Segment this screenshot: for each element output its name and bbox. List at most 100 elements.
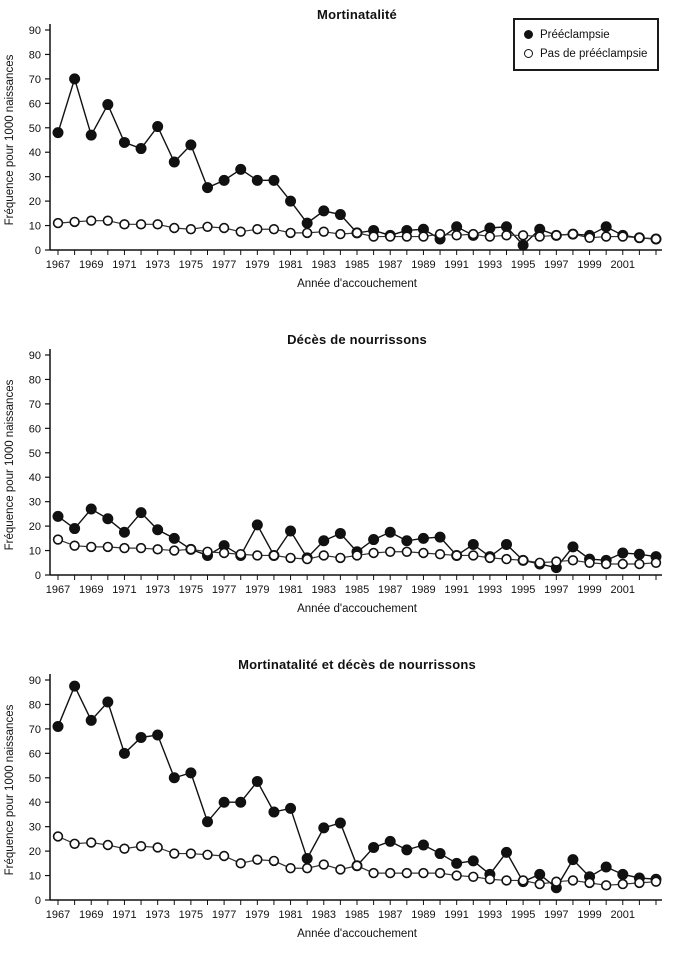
marker-preeclampsie <box>185 139 197 151</box>
marker-pas-de-preeclampsie <box>634 558 645 570</box>
y-tick-label: 0 <box>35 570 41 582</box>
marker-preeclampsie <box>85 129 97 141</box>
marker-pas-de-preeclampsie <box>517 555 529 566</box>
marker-pas-de-preeclampsie <box>517 875 529 886</box>
marker-preeclampsie <box>69 73 81 85</box>
x-tick-label: 1969 <box>79 259 103 271</box>
marker-pas-de-preeclampsie <box>385 546 396 557</box>
marker-pas-de-preeclampsie <box>252 224 263 235</box>
marker-pas-de-preeclampsie <box>451 870 462 881</box>
x-tick-label: 1985 <box>345 259 369 271</box>
marker-pas-de-preeclampsie <box>152 219 163 230</box>
marker-pas-de-preeclampsie <box>119 542 130 554</box>
marker-pas-de-preeclampsie <box>567 228 579 240</box>
marker-pas-de-preeclampsie <box>202 546 213 557</box>
marker-pas-de-preeclampsie <box>52 534 64 545</box>
marker-pas-de-preeclampsie <box>169 222 180 234</box>
x-tick-label: 1979 <box>245 909 269 921</box>
marker-pas-de-preeclampsie <box>218 547 230 559</box>
x-axis-label: Année d'accouchement <box>297 603 417 615</box>
marker-preeclampsie <box>218 174 230 186</box>
marker-preeclampsie <box>135 143 147 155</box>
x-tick-label: 1967 <box>46 259 70 271</box>
marker-preeclampsie <box>118 747 130 759</box>
marker-pas-de-preeclampsie <box>650 233 662 245</box>
marker-preeclampsie <box>168 772 180 784</box>
marker-pas-de-preeclampsie <box>385 231 396 242</box>
marker-preeclampsie <box>417 839 429 851</box>
marker-pas-de-preeclampsie <box>152 544 163 555</box>
marker-preeclampsie <box>501 538 512 550</box>
chart-title: Décès de nourrissons <box>287 332 427 347</box>
y-tick-label: 60 <box>29 98 41 110</box>
marker-pas-de-preeclampsie <box>268 855 280 867</box>
marker-preeclampsie <box>368 841 380 853</box>
marker-pas-de-preeclampsie <box>169 848 180 859</box>
x-tick-label: 1995 <box>511 909 535 921</box>
filled-circle-icon <box>524 30 533 39</box>
marker-preeclampsie <box>251 775 263 787</box>
marker-preeclampsie <box>52 720 64 732</box>
y-tick-label: 0 <box>35 245 41 257</box>
marker-pas-de-preeclampsie <box>86 837 97 848</box>
marker-pas-de-preeclampsie <box>434 228 446 240</box>
marker-pas-de-preeclampsie <box>318 550 329 561</box>
marker-pas-de-preeclampsie <box>301 863 313 874</box>
marker-pas-de-preeclampsie <box>617 231 628 242</box>
marker-pas-de-preeclampsie <box>52 217 64 229</box>
chart-panel-mortinatalite: 0 10 20 30 40 50 60 70 80 90 1967 1969 1971 1973 1975 1… <box>0 0 675 325</box>
legend-item-pas-de-preeclampsie: Pas de prééclampsie <box>524 44 647 63</box>
plot-deces-nourrissons: 0 10 20 30 40 50 60 70 80 90 1967 1969 1971 1973 1975 1… <box>29 349 662 596</box>
marker-pas-de-preeclampsie <box>235 858 246 869</box>
chart-title: Mortinatalité <box>317 7 397 22</box>
x-tick-label: 1991 <box>444 584 468 596</box>
x-tick-label: 1987 <box>378 584 402 596</box>
marker-preeclampsie <box>534 868 546 880</box>
marker-pas-de-preeclampsie <box>584 877 595 889</box>
x-tick-label: 1981 <box>278 259 302 271</box>
y-tick-label: 70 <box>29 724 41 736</box>
y-tick-label: 10 <box>29 871 41 883</box>
marker-pas-de-preeclampsie <box>534 231 545 242</box>
chart-panel-mortinatalite-et-deces: 0 10 20 30 40 50 60 70 80 90 1967 1969 1971 1973 1975 1… <box>0 650 675 976</box>
marker-pas-de-preeclampsie <box>86 215 97 226</box>
marker-preeclampsie <box>152 729 164 741</box>
marker-pas-de-preeclampsie <box>335 552 346 564</box>
x-tick-label: 2001 <box>611 909 635 921</box>
y-tick-label: 70 <box>29 74 41 86</box>
x-tick-label: 1983 <box>312 584 336 596</box>
y-tick-label: 10 <box>29 546 41 558</box>
marker-pas-de-preeclampsie <box>102 215 114 226</box>
x-tick-label: 1985 <box>345 909 369 921</box>
marker-preeclampsie <box>285 802 297 814</box>
y-tick-label: 20 <box>29 196 41 208</box>
marker-preeclampsie <box>451 857 463 869</box>
marker-pas-de-preeclampsie <box>401 546 413 557</box>
marker-pas-de-preeclampsie <box>368 867 379 879</box>
marker-preeclampsie <box>168 156 180 168</box>
marker-pas-de-preeclampsie <box>434 867 446 879</box>
marker-pas-de-preeclampsie <box>634 877 645 889</box>
marker-pas-de-preeclampsie <box>484 874 496 885</box>
marker-pas-de-preeclampsie <box>368 231 379 242</box>
marker-pas-de-preeclampsie <box>567 555 579 566</box>
marker-preeclampsie <box>384 526 396 538</box>
marker-preeclampsie <box>301 852 313 864</box>
marker-preeclampsie <box>633 548 645 560</box>
marker-pas-de-preeclampsie <box>285 227 296 239</box>
x-tick-label: 1999 <box>577 909 601 921</box>
y-tick-label: 10 <box>29 221 41 233</box>
marker-pas-de-preeclampsie <box>268 550 280 561</box>
y-tick-label: 90 <box>29 25 41 37</box>
marker-pas-de-preeclampsie <box>468 871 479 882</box>
marker-pas-de-preeclampsie <box>551 556 562 567</box>
marker-pas-de-preeclampsie <box>285 863 296 874</box>
marker-pas-de-preeclampsie <box>351 550 363 561</box>
x-tick-label: 1973 <box>145 909 169 921</box>
marker-preeclampsie <box>268 174 280 186</box>
x-tick-label: 1989 <box>411 259 435 271</box>
marker-preeclampsie <box>384 835 396 847</box>
y-axis-label: Fréquence pour 1000 naissances <box>4 704 16 876</box>
x-tick-label: 1975 <box>179 259 203 271</box>
y-tick-label: 50 <box>29 123 41 135</box>
